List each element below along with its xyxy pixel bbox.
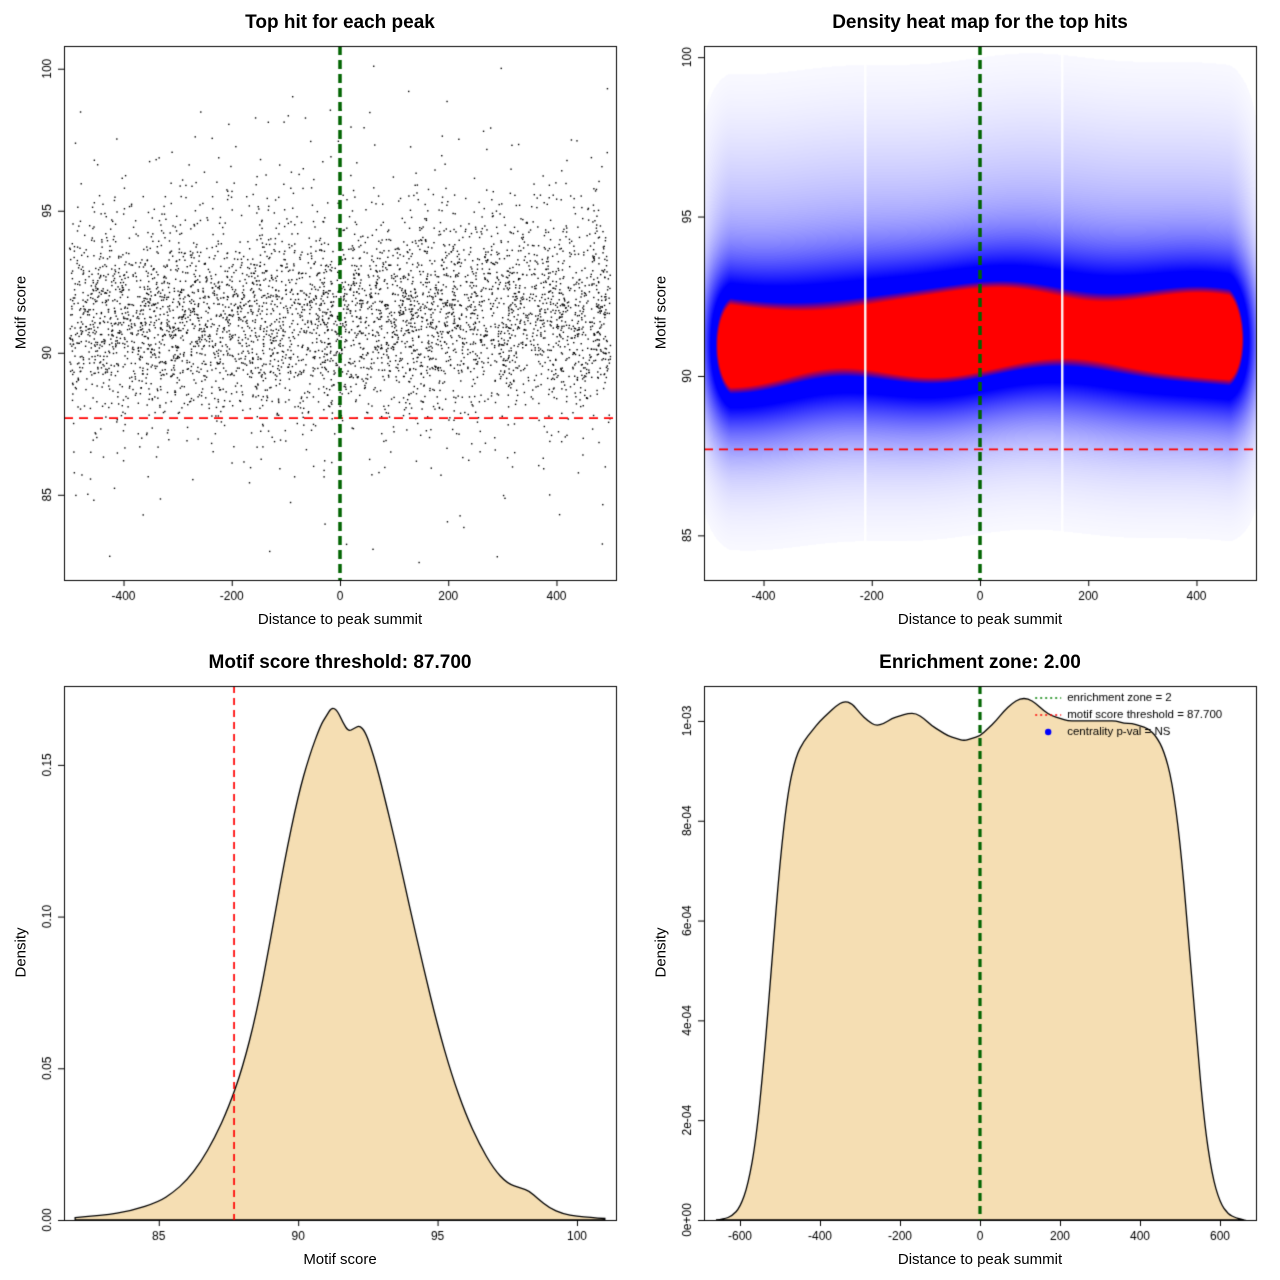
chart-title: Motif score threshold: 87.700 <box>208 652 472 673</box>
panel-enrichment-zone-density: Enrichment zone: 2.00 Density Distance t… <box>640 640 1280 1280</box>
y-axis-label: Motif score <box>652 275 670 350</box>
heatmap-canvas <box>640 0 1280 640</box>
y-axis-label: Motif score <box>12 275 30 350</box>
panel-motif-score-density: Motif score threshold: 87.700 Density Mo… <box>0 640 640 1280</box>
panel-top-hit-scatter: Top hit for each peak Motif score Distan… <box>0 0 640 640</box>
x-axis-label: Distance to peak summit <box>257 611 423 628</box>
chart-title: Top hit for each peak <box>245 12 435 33</box>
distance-density-canvas <box>640 640 1280 1280</box>
panel-density-heatmap: Density heat map for the top hits Motif … <box>640 0 1280 640</box>
y-axis-label: Density <box>652 927 670 978</box>
chart-title: Density heat map for the top hits <box>832 12 1128 33</box>
x-axis-label: Motif score <box>303 1251 377 1268</box>
score-density-canvas <box>0 640 640 1280</box>
x-axis-label: Distance to peak summit <box>897 1251 1063 1268</box>
scatter-plot-canvas <box>0 0 640 640</box>
x-axis-label: Distance to peak summit <box>897 611 1063 628</box>
chart-title: Enrichment zone: 2.00 <box>879 652 1081 673</box>
y-axis-label: Density <box>12 927 30 978</box>
